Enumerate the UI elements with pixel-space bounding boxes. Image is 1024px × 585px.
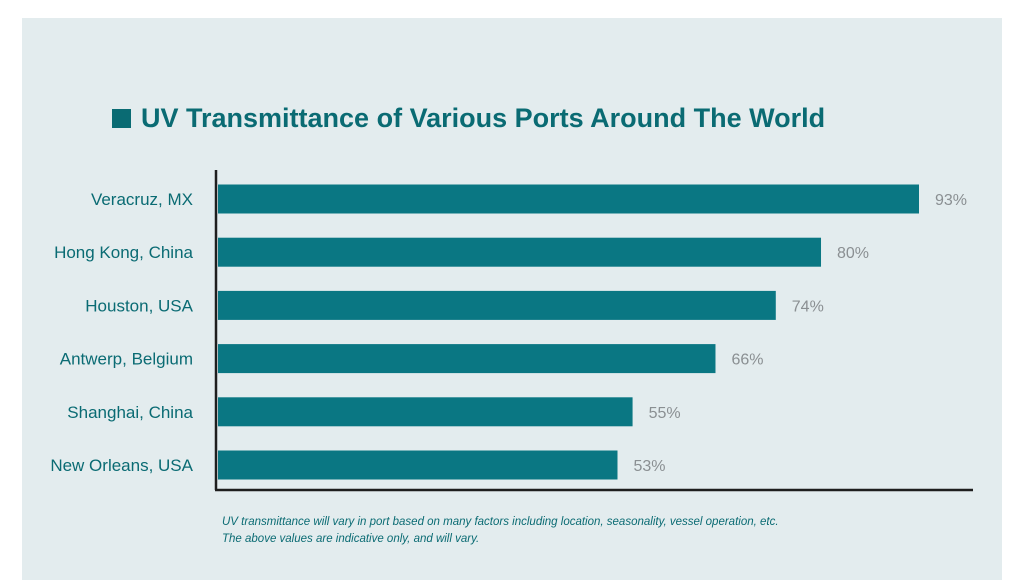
bar-3	[218, 344, 716, 374]
category-label-3: Antwerp, Belgium	[60, 350, 193, 369]
category-label-5: New Orleans, USA	[50, 456, 193, 475]
bar-2	[218, 290, 776, 320]
bar-1	[218, 237, 822, 267]
category-label-0: Veracruz, MX	[91, 190, 193, 209]
value-label-3: 66%	[731, 352, 763, 369]
footnote-line-1: UV transmittance will vary in port based…	[222, 516, 779, 528]
bar-0	[218, 184, 919, 214]
title-square-icon	[112, 108, 131, 128]
bar-5	[218, 450, 618, 480]
chart-title: UV Transmittance of Various Ports Around…	[112, 98, 825, 138]
value-label-2: 74%	[792, 298, 824, 315]
bar-4	[218, 397, 633, 427]
category-label-2: Houston, USA	[85, 296, 193, 315]
footnote-line-2: The above values are indicative only, an…	[222, 533, 480, 545]
bars-layer: Veracruz, MX 93% Hong Kong, China 80% Housto…	[50, 184, 967, 480]
category-label-4: Shanghai, China	[67, 403, 193, 422]
value-label-0: 93%	[935, 192, 967, 209]
chart-title-text: UV Transmittance of Various Ports Around…	[141, 102, 826, 133]
footnote: UV transmittance will vary in port based…	[222, 514, 779, 548]
category-label-1: Hong Kong, China	[54, 243, 193, 262]
value-label-1: 80%	[837, 245, 869, 262]
value-label-4: 55%	[649, 405, 681, 422]
value-label-5: 53%	[633, 458, 665, 475]
